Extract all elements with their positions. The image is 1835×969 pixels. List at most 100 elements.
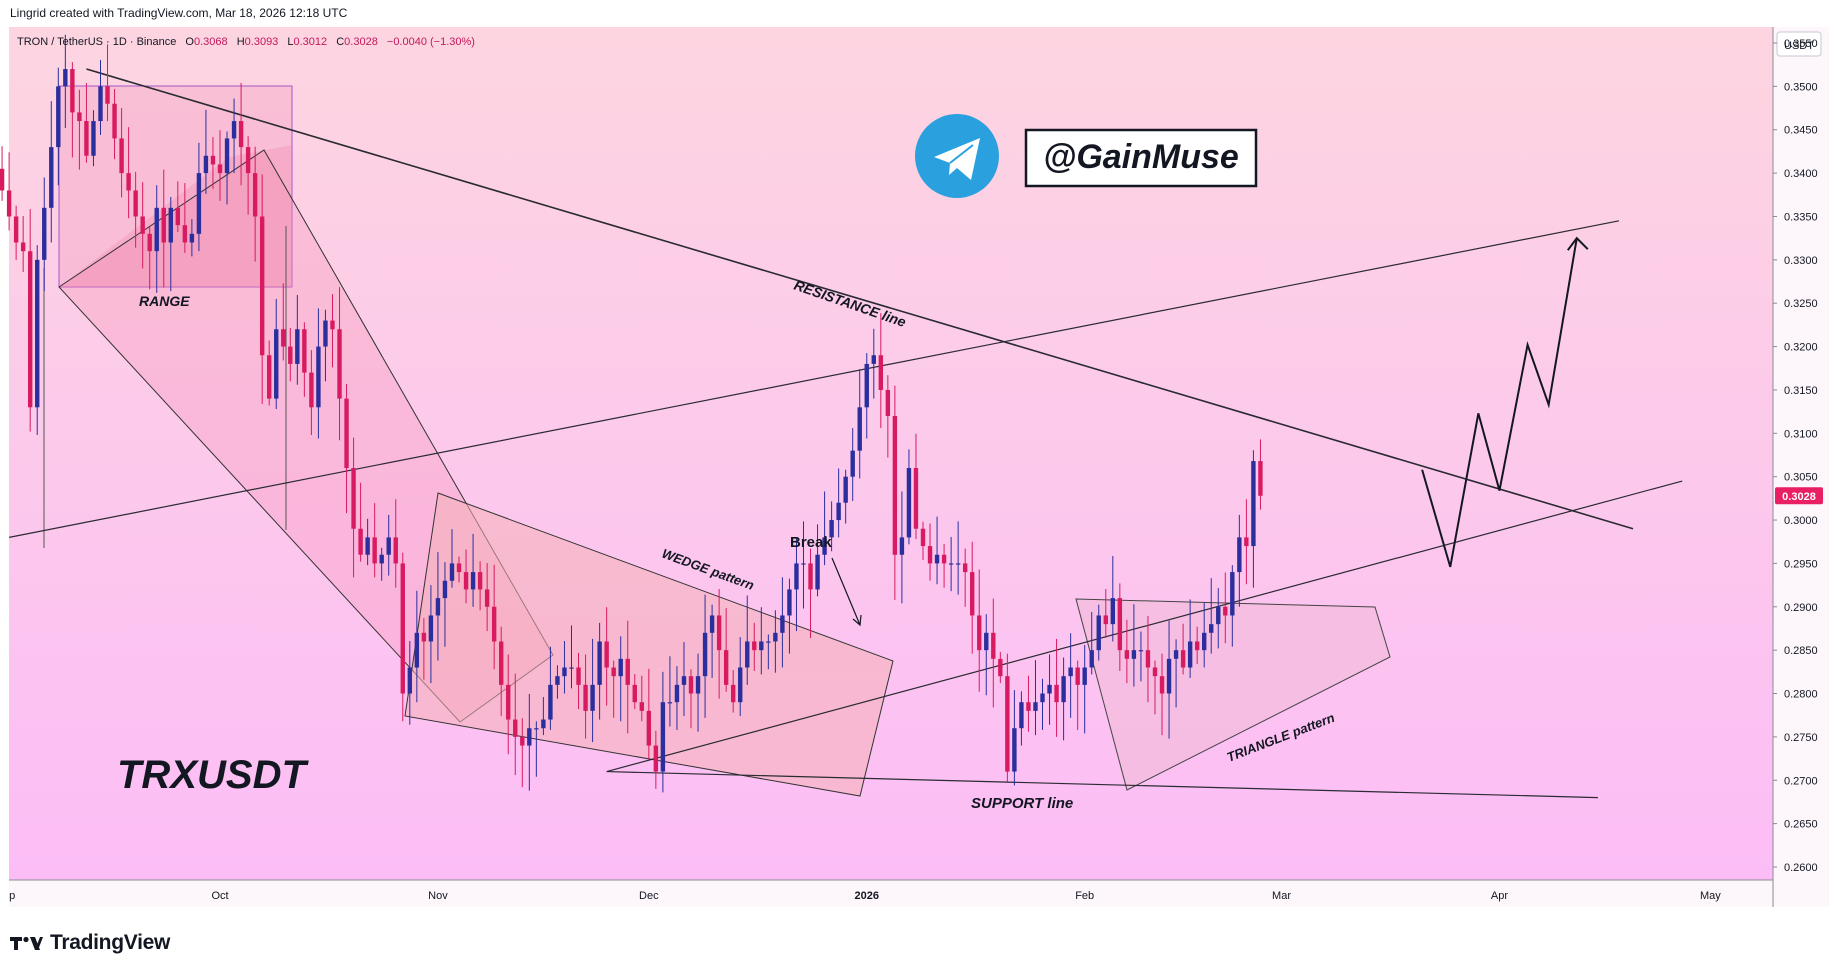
candle-body [738, 667, 743, 703]
candle-body [414, 632, 420, 668]
candle-body [625, 658, 630, 685]
candle [604, 607, 609, 706]
candle [1180, 623, 1186, 675]
candle [456, 556, 462, 583]
candle-body [977, 615, 982, 651]
candle [274, 298, 279, 410]
candle [794, 536, 799, 632]
candle-body [534, 728, 539, 730]
candle-body [302, 329, 307, 373]
candle-body [358, 528, 363, 555]
candle-body [759, 641, 764, 651]
candle [1244, 499, 1249, 585]
candle [161, 169, 166, 288]
candle-body [815, 554, 820, 590]
candle-body [639, 702, 644, 711]
candle [1019, 691, 1024, 746]
candle-body [309, 372, 314, 408]
candle [506, 654, 511, 755]
currency-button[interactable]: USDT [1776, 31, 1822, 57]
candle [738, 637, 743, 717]
candle [252, 146, 258, 262]
candle-body [583, 684, 588, 711]
candle [400, 552, 405, 722]
candle-body [1187, 641, 1193, 668]
candle [660, 671, 666, 793]
candle-body [175, 207, 181, 226]
lower-rising-line-trendline [606, 480, 1683, 773]
x-tick-label: Oct [211, 890, 228, 902]
candle-body [119, 138, 124, 174]
y-tick-label: 0.3400 [1784, 168, 1818, 180]
candle-body [962, 563, 968, 573]
x-axis[interactable]: p Oct Nov Dec 2026 Feb Mar Apr May [9, 890, 1721, 902]
candle [1159, 653, 1165, 736]
y-tick-label: 0.3200 [1784, 342, 1818, 354]
candle-body [801, 563, 806, 565]
candle [1012, 690, 1017, 786]
candle [906, 449, 912, 545]
candle [259, 174, 265, 404]
candle-body [6, 190, 12, 217]
candle [133, 171, 138, 248]
candle [238, 82, 244, 186]
candle [1187, 599, 1193, 678]
candle [365, 518, 370, 566]
y-tick-label: 0.2950 [1784, 558, 1818, 570]
candle [1131, 604, 1137, 687]
candle-body [850, 450, 855, 477]
candle [1096, 604, 1101, 661]
candle-body [295, 329, 300, 364]
projection-zigzag [1421, 237, 1578, 568]
candle [1117, 583, 1123, 671]
candle-body [274, 329, 279, 399]
candle-body [745, 641, 750, 668]
candle-body [548, 684, 553, 720]
candle-body [182, 225, 188, 243]
candle [829, 501, 834, 552]
candle [1082, 644, 1087, 734]
y-tick-label: 0.3250 [1784, 298, 1818, 310]
candle [948, 536, 954, 592]
candle-body [709, 615, 715, 633]
telegram-icon[interactable] [915, 114, 999, 198]
y-axis[interactable]: 0.3550 0.3500 0.3450 0.3400 0.3350 0.3300 0.32… [1773, 38, 1818, 874]
candle [702, 594, 708, 718]
y-tick-label: 0.3550 [1784, 38, 1818, 50]
tradingview-brand-text: TradingView [50, 931, 171, 954]
candle [618, 636, 623, 722]
candle-body [421, 632, 427, 642]
candle [442, 562, 448, 647]
candle [1194, 626, 1200, 665]
candle [337, 287, 342, 441]
y-tick-label: 0.3050 [1784, 472, 1818, 484]
candle-body [787, 589, 792, 616]
candle-body [632, 684, 637, 703]
candle-body [941, 554, 947, 564]
candle-body [484, 589, 490, 607]
candle [126, 127, 131, 219]
candle [13, 205, 19, 260]
candle [843, 469, 848, 524]
x-tick-label: Nov [428, 890, 448, 902]
candle [583, 654, 588, 739]
candle-body [527, 728, 532, 746]
candle [920, 521, 926, 560]
candle [752, 622, 757, 671]
candle-body [1124, 650, 1130, 659]
candle-body [1180, 650, 1186, 668]
candle [1089, 611, 1094, 675]
y-tick-label: 0.2850 [1784, 645, 1818, 657]
tradingview-logo[interactable]: TradingView [10, 931, 170, 955]
handle-badge: @GainMuse [1024, 128, 1258, 188]
candle-body [611, 667, 616, 677]
candle [653, 730, 659, 789]
currency-label: USDT [1784, 40, 1814, 52]
candle [913, 433, 919, 540]
candle-body [1033, 702, 1038, 711]
candle [1258, 439, 1263, 510]
candle-body [470, 572, 476, 590]
candle [105, 44, 110, 122]
candle [435, 552, 441, 661]
